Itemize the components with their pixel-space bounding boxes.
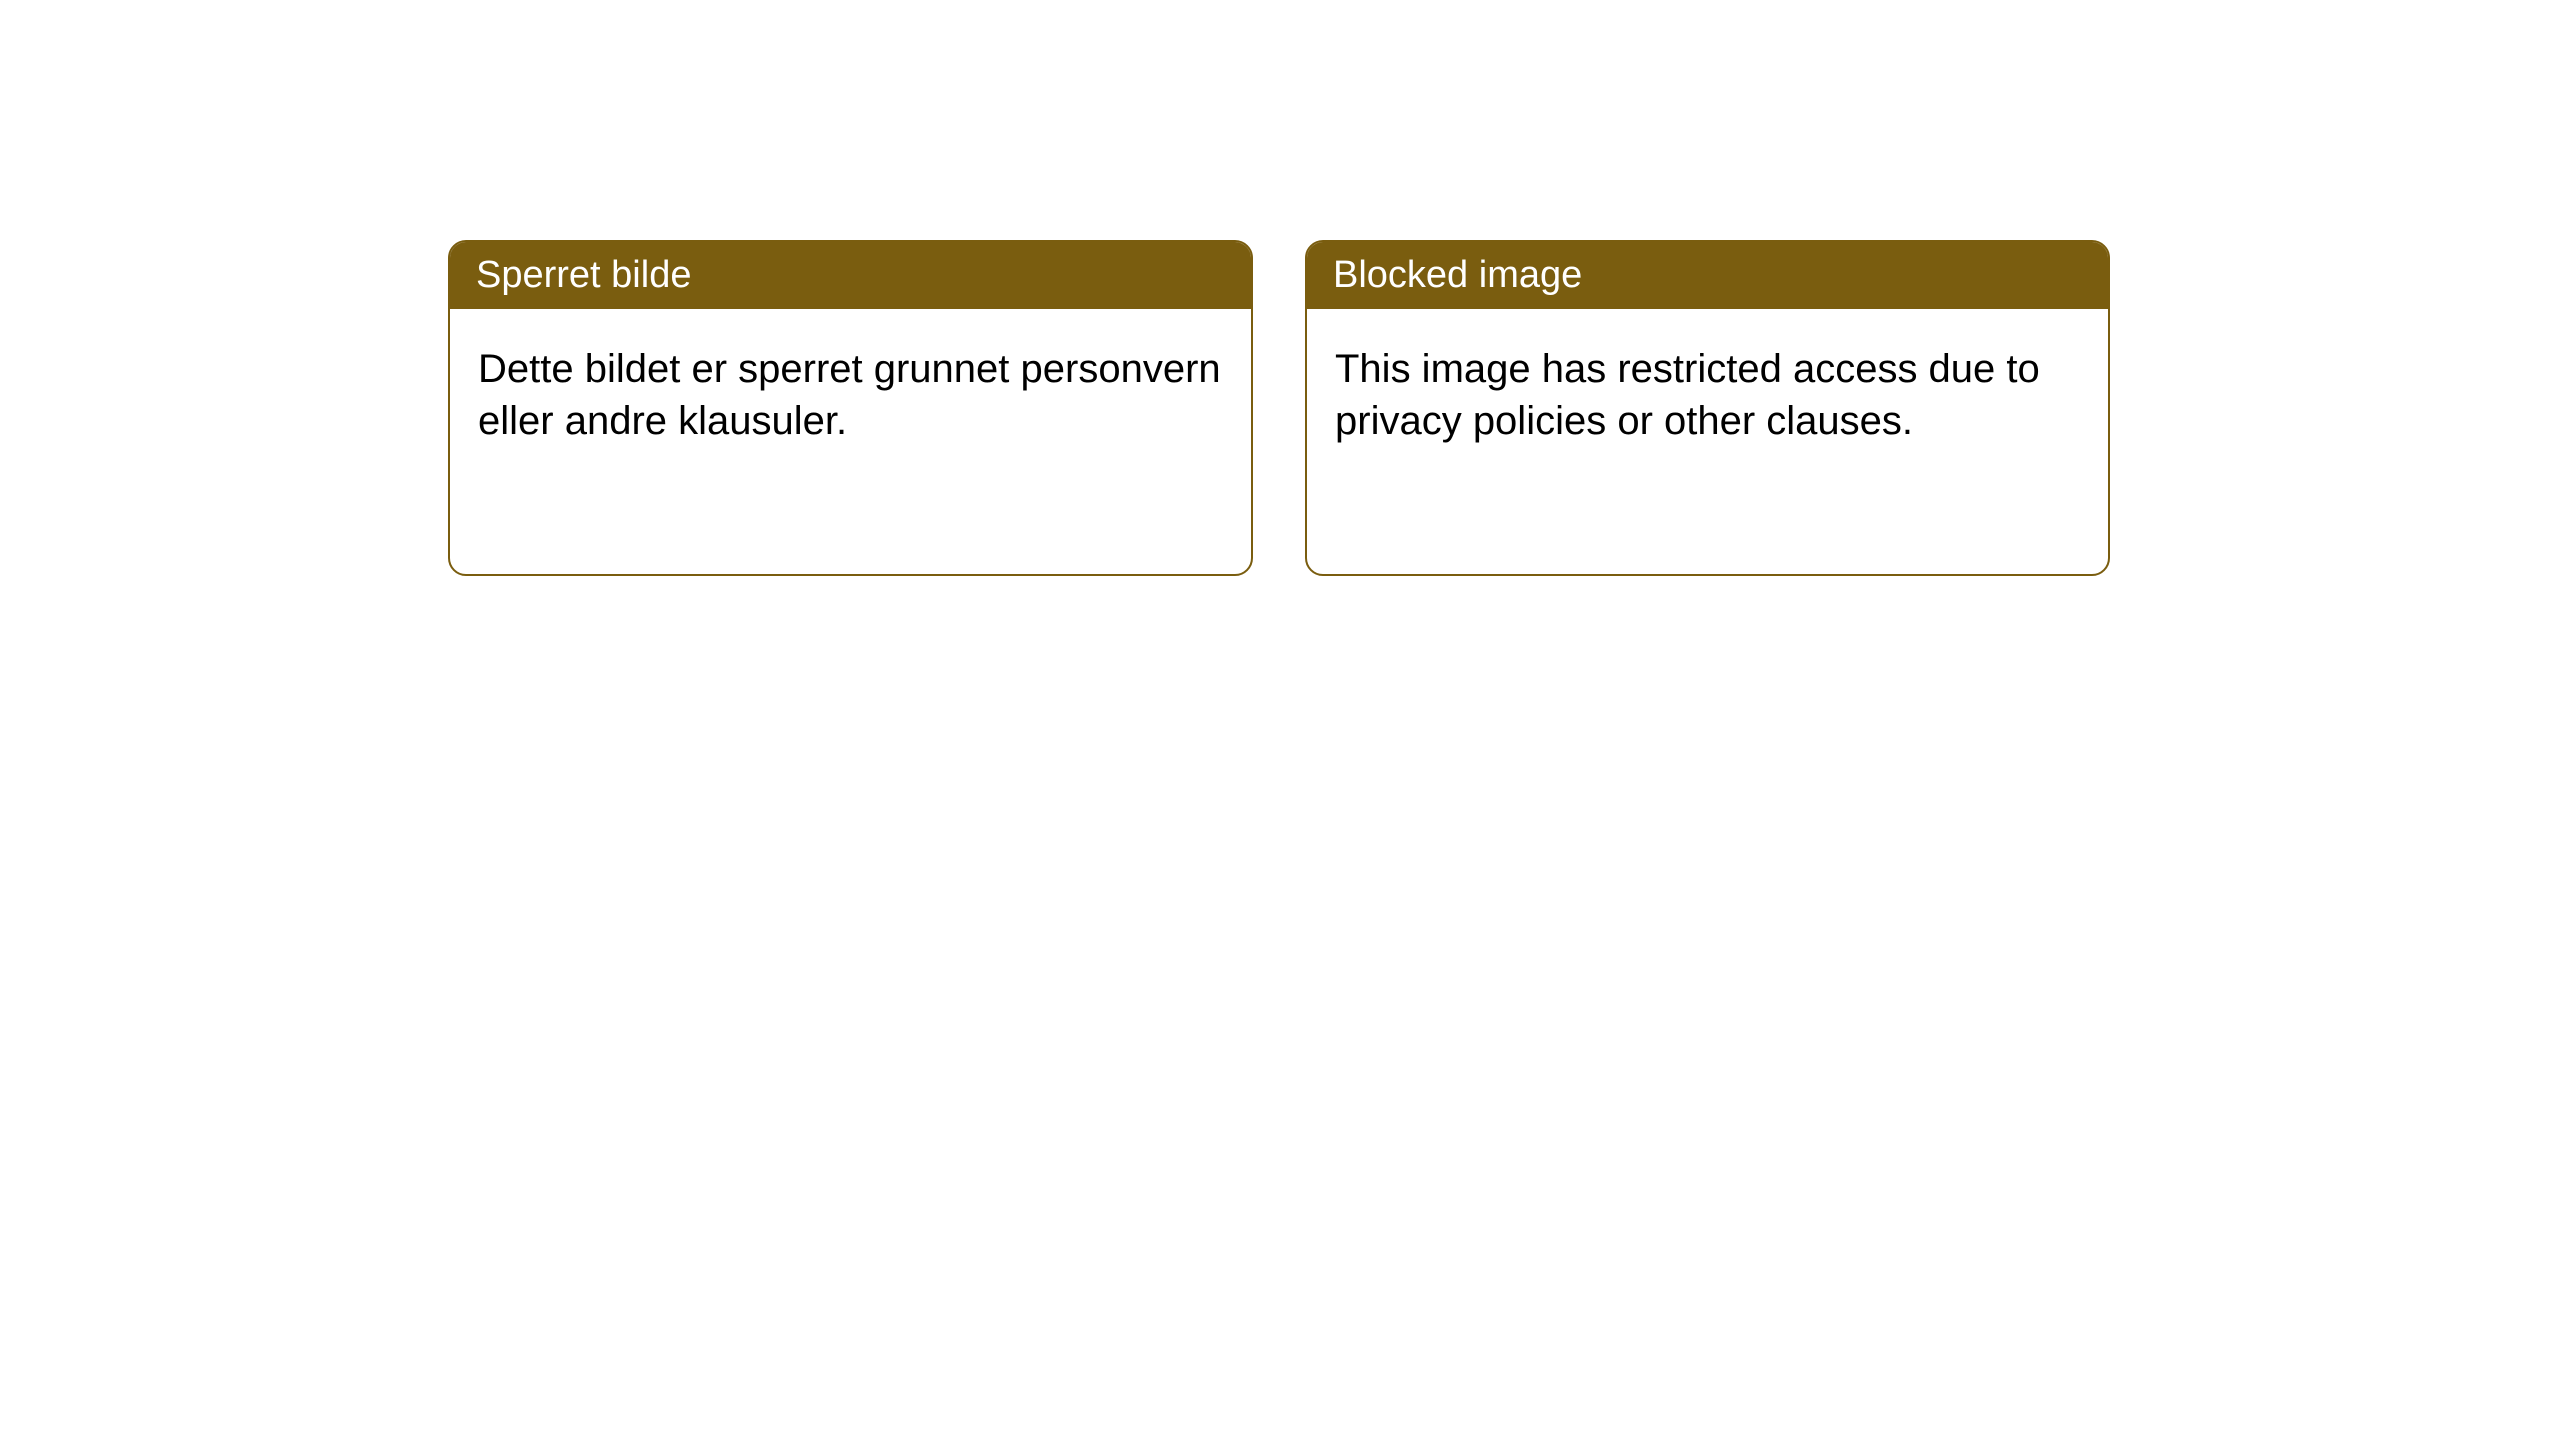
notice-container: Sperret bilde Dette bildet er sperret gr… xyxy=(0,0,2560,576)
card-body-english: This image has restricted access due to … xyxy=(1307,309,2108,481)
card-header-norwegian: Sperret bilde xyxy=(450,242,1251,309)
card-header-english: Blocked image xyxy=(1307,242,2108,309)
card-title-english: Blocked image xyxy=(1333,254,1582,296)
card-text-english: This image has restricted access due to … xyxy=(1335,347,2040,443)
blocked-image-card-english: Blocked image This image has restricted … xyxy=(1305,240,2110,576)
blocked-image-card-norwegian: Sperret bilde Dette bildet er sperret gr… xyxy=(448,240,1253,576)
card-title-norwegian: Sperret bilde xyxy=(476,254,691,296)
card-text-norwegian: Dette bildet er sperret grunnet personve… xyxy=(478,347,1221,443)
card-body-norwegian: Dette bildet er sperret grunnet personve… xyxy=(450,309,1251,481)
